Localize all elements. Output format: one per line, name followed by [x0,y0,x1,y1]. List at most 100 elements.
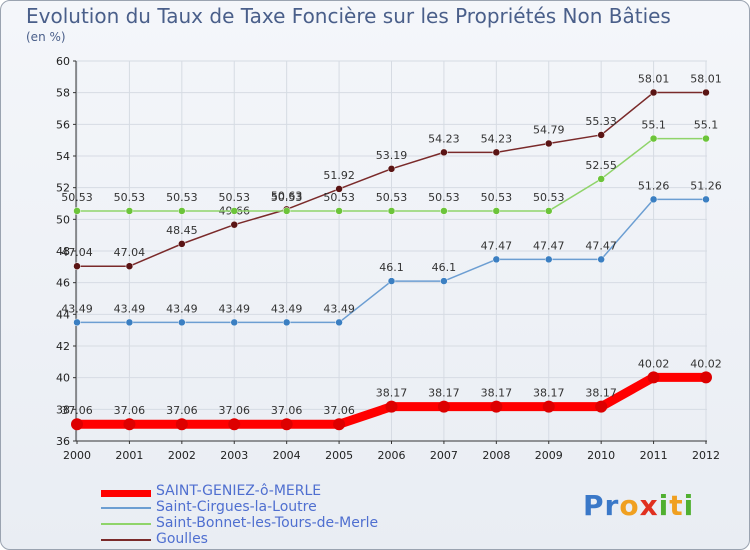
data-point [440,277,448,285]
data-point [492,148,501,157]
data-point [492,207,501,215]
data-label: 50.53 [533,191,565,204]
data-label: 43.49 [323,302,355,315]
legend-label: Saint-Cirgues-la-Loutre [156,499,317,515]
data-point [228,418,241,431]
data-point [649,195,658,204]
data-label: 50.53 [428,191,460,204]
data-point [125,318,134,327]
data-label: 38.17 [428,387,460,400]
data-label: 43.49 [61,302,93,315]
y-tick-label: 42 [56,340,70,353]
data-label: 43.49 [219,302,251,315]
x-tick-label: 2004 [273,449,301,462]
logo-letter: i [683,489,695,522]
data-label: 40.02 [638,357,670,370]
proxiti-logo: Proxiti [583,489,694,522]
data-label: 50.53 [219,191,251,204]
data-label: 53.19 [376,149,408,162]
data-label: 58.01 [690,73,722,86]
data-label: 50.53 [114,191,146,204]
data-label: 51.26 [638,179,670,192]
data-point [702,88,710,97]
x-tick-label: 2012 [692,449,720,462]
data-label: 50.53 [323,191,355,204]
data-point [387,207,396,215]
data-label: 58.01 [638,73,670,86]
data-point [545,255,553,264]
data-label: 43.49 [114,302,146,315]
data-label: 46.1 [379,261,404,274]
data-label: 50.63 [271,189,303,202]
chart-subtitle: (en %) [26,30,66,44]
data-label: 37.06 [271,404,303,417]
data-point [73,262,81,270]
data-point [230,207,238,215]
x-tick-label: 2005 [325,449,353,462]
data-label: 54.23 [428,132,460,145]
data-point [440,148,448,157]
logo-letter: i [658,489,670,522]
y-tick-label: 38 [56,403,70,416]
x-tick-label: 2002 [168,449,196,462]
data-point [282,318,291,327]
y-tick-label: 44 [56,308,70,321]
x-tick-label: 2006 [378,449,406,462]
x-tick-label: 2007 [430,449,458,462]
data-point [282,207,291,215]
data-label: 51.26 [690,179,722,192]
data-label: 47.04 [114,246,146,259]
x-tick-label: 2009 [535,449,563,462]
chart-title: Evolution du Taux de Taxe Foncière sur l… [26,4,671,28]
data-point [178,318,186,327]
data-point [649,134,658,143]
y-tick-label: 56 [56,118,70,131]
data-label: 54.79 [533,123,565,136]
data-point [542,400,555,413]
data-label: 50.53 [481,191,513,204]
data-label: 55.1 [694,119,719,132]
data-point [647,371,660,384]
data-label: 43.49 [166,302,198,315]
y-tick-label: 52 [56,182,70,195]
data-point [440,207,448,215]
legend-label: SAINT-GENIEZ-ô-MERLE [156,483,322,499]
data-point [230,318,238,327]
legend-swatch [101,539,151,541]
data-point [335,318,343,327]
data-label: 37.06 [166,404,198,417]
y-tick-label: 48 [56,245,70,258]
data-point [335,185,343,193]
data-label: 48.45 [166,224,198,237]
data-point [700,371,712,384]
legend-swatch [101,507,151,509]
data-point [702,134,710,143]
data-point [545,207,553,215]
x-tick-label: 2001 [115,449,143,462]
data-point [175,418,188,431]
data-label: 47.47 [481,239,513,252]
data-point [492,255,501,264]
data-point [649,88,658,97]
data-point [280,418,293,431]
data-label: 37.06 [219,404,251,417]
data-label: 38.17 [533,387,565,400]
data-point [545,139,553,148]
data-label: 37.06 [323,404,355,417]
x-tick-label: 2000 [63,449,91,462]
logo-letter: r [604,489,620,522]
logo-letter: x [639,489,659,522]
logo-letter: t [669,489,684,522]
data-label: 54.23 [481,132,513,145]
logo-letter: P [583,489,605,522]
data-label: 46.1 [432,261,457,274]
data-label: 50.53 [61,191,93,204]
logo-letter: o [619,489,640,522]
data-point [73,207,81,215]
data-point [73,318,81,327]
data-label: 47.47 [533,239,565,252]
data-label: 43.49 [271,302,303,315]
data-label: 55.33 [585,115,617,128]
data-point [597,131,605,139]
